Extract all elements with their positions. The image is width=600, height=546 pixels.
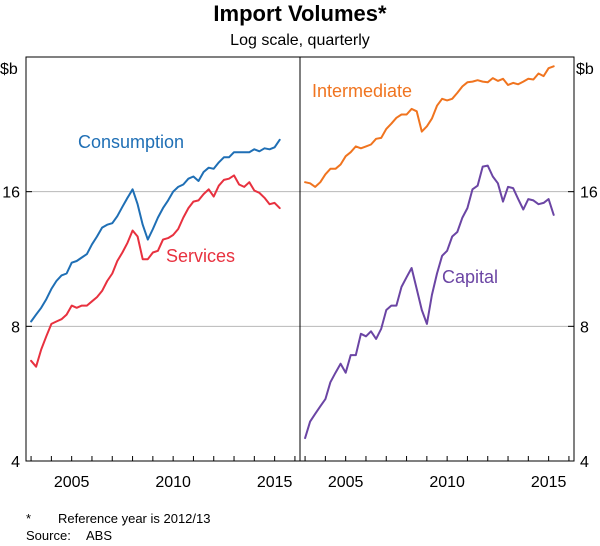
series-labels: Consumption Services Intermediate Capita… — [78, 81, 498, 287]
footnote-source-label: Source: — [26, 528, 71, 543]
footnote-star-marker: * — [26, 511, 32, 526]
x-tick-label: 2010 — [155, 474, 191, 491]
chart-area: $b $b 4 8 16 2005 2010 2015 4 8 16 2005 2010 2015 C… — [0, 56, 598, 491]
footnote-source-text: ABS — [86, 528, 113, 543]
x-tick-label: 2005 — [328, 474, 364, 491]
series-line-consumption — [30, 138, 281, 323]
left-y-tick-label: 4 — [11, 454, 20, 471]
x-tick-label: 2005 — [54, 474, 90, 491]
footnote-star-text: Reference year is 2012/13 — [58, 511, 211, 526]
right-y-tick-label: 8 — [580, 319, 589, 336]
left-y-tick-label: 16 — [2, 185, 20, 202]
right-y-tick-label: 4 — [580, 454, 589, 471]
chart-title: Import Volumes* — [213, 1, 387, 26]
series-label-intermediate: Intermediate — [312, 81, 412, 101]
series-label-services: Services — [166, 246, 235, 266]
x-tick-label: 2010 — [429, 474, 465, 491]
series-line-intermediate — [304, 65, 555, 188]
series-lines — [30, 65, 555, 440]
left-y-unit-label: $b — [0, 61, 18, 78]
right-y-unit-label: $b — [576, 61, 594, 78]
x-tick-label: 2015 — [257, 474, 293, 491]
footnote-reference-year: * Reference year is 2012/13 — [26, 511, 210, 527]
x-tick-label: 2015 — [531, 474, 567, 491]
footnote-source: Source: ABS — [26, 528, 112, 544]
gridlines — [26, 191, 574, 462]
series-label-capital: Capital — [442, 267, 498, 287]
axis-labels: $b $b 4 8 16 2005 2010 2015 4 8 16 2005 2010 2015 — [0, 61, 598, 491]
series-line-services — [30, 174, 281, 368]
series-line-capital — [304, 164, 555, 440]
series-label-consumption: Consumption — [78, 132, 184, 152]
right-y-tick-label: 16 — [580, 185, 598, 202]
left-y-tick-label: 8 — [11, 319, 20, 336]
chart-frame — [25, 56, 575, 462]
chart-subtitle: Log scale, quarterly — [230, 32, 370, 49]
